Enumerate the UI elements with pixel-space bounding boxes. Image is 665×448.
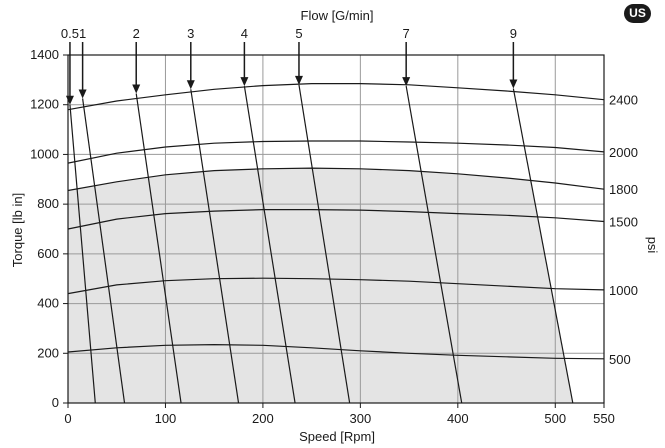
y-tick-label: 1200 [30, 97, 59, 112]
flow-arrow-head-5 [294, 75, 303, 85]
flow-label-4: 4 [241, 26, 248, 41]
flow-arrow-head-0.5 [65, 95, 74, 105]
flow-line-7 [405, 85, 463, 404]
pressure-label-2400: 2400 [609, 93, 638, 108]
flow-line-9 [512, 88, 574, 404]
flow-arrow-head-1 [78, 89, 87, 99]
flow-line-5 [298, 84, 351, 404]
flow-label-3: 3 [187, 26, 194, 41]
pressure-curve-500 [67, 343, 605, 360]
flow-label-7: 7 [403, 26, 410, 41]
flow-arrow-head-3 [186, 80, 195, 90]
x-tick-label: 300 [350, 411, 372, 426]
pressure-label-500: 500 [609, 352, 631, 367]
flow-arrow-head-4 [240, 77, 249, 87]
pressure-curve-1800 [67, 167, 605, 192]
flow-line-0.5 [69, 104, 96, 404]
x-tick-label: 550 [593, 411, 615, 426]
plot-frame [67, 54, 605, 404]
operating-region-shading [68, 168, 573, 403]
flow-label-9: 9 [510, 26, 517, 41]
y-tick-label: 0 [52, 395, 59, 410]
right-axis-label: psi [645, 237, 660, 254]
flow-arrow-head-9 [509, 79, 518, 89]
flow-label-2: 2 [133, 26, 140, 41]
x-tick-label: 400 [447, 411, 469, 426]
pressure-curve-1500 [67, 209, 605, 230]
y-tick-label: 1000 [30, 146, 59, 161]
flow-arrow-head-7 [402, 77, 411, 87]
x-tick-label: 500 [544, 411, 566, 426]
flow-arrow-head-2 [132, 84, 141, 94]
pressure-curve-2000 [67, 140, 605, 164]
flow-line-3 [190, 89, 240, 404]
pressure-label-1500: 1500 [609, 215, 638, 230]
y-tick-label: 800 [37, 196, 59, 211]
x-tick-label: 100 [155, 411, 177, 426]
y-tick-label: 400 [37, 296, 59, 311]
x-tick-label: 0 [64, 411, 71, 426]
us-units-badge: US [624, 4, 651, 23]
flow-line-1 [82, 98, 126, 404]
pressure-curve-1000 [67, 277, 605, 295]
pressure-label-1000: 1000 [609, 283, 638, 298]
flow-label-5: 5 [295, 26, 302, 41]
y-axis-label: Torque [lb in] [10, 193, 25, 267]
pressure-label-2000: 2000 [609, 145, 638, 160]
y-tick-label: 200 [37, 345, 59, 360]
pressure-label-1800: 1800 [609, 182, 638, 197]
flow-label-1: 1 [79, 26, 86, 41]
y-tick-label: 600 [37, 246, 59, 261]
x-tick-label: 200 [252, 411, 274, 426]
pressure-curve-2400 [67, 82, 605, 111]
x-axis-label: Speed [Rpm] [299, 429, 375, 444]
flow-line-4 [243, 85, 296, 404]
y-tick-label: 1400 [30, 47, 59, 62]
flow-label-0.5: 0.5 [61, 26, 79, 41]
flow-line-2 [135, 93, 182, 404]
chart-title: Flow [G/min] [301, 8, 374, 23]
